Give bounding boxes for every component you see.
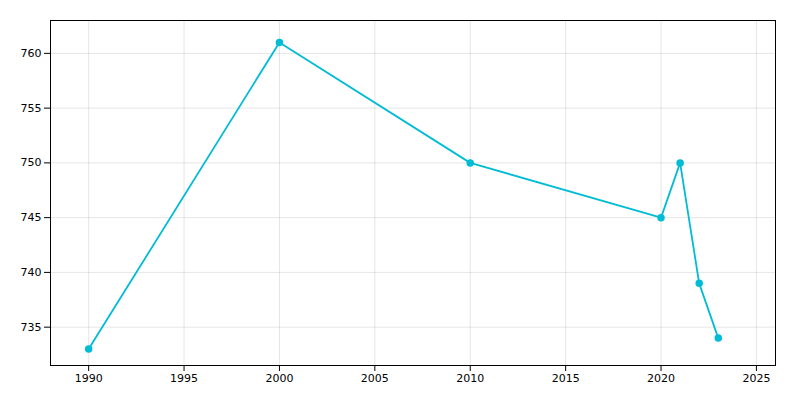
svg-text:2025: 2025 (742, 372, 770, 385)
svg-text:745: 745 (21, 211, 42, 224)
svg-text:1990: 1990 (75, 372, 103, 385)
svg-text:755: 755 (21, 102, 42, 115)
svg-text:2000: 2000 (265, 372, 293, 385)
svg-text:1995: 1995 (170, 372, 198, 385)
svg-text:2010: 2010 (456, 372, 484, 385)
svg-text:760: 760 (21, 47, 42, 60)
svg-text:2020: 2020 (647, 372, 675, 385)
svg-text:735: 735 (21, 321, 42, 334)
svg-text:2005: 2005 (361, 372, 389, 385)
svg-text:2015: 2015 (552, 372, 580, 385)
svg-text:750: 750 (21, 156, 42, 169)
svg-text:740: 740 (21, 266, 42, 279)
